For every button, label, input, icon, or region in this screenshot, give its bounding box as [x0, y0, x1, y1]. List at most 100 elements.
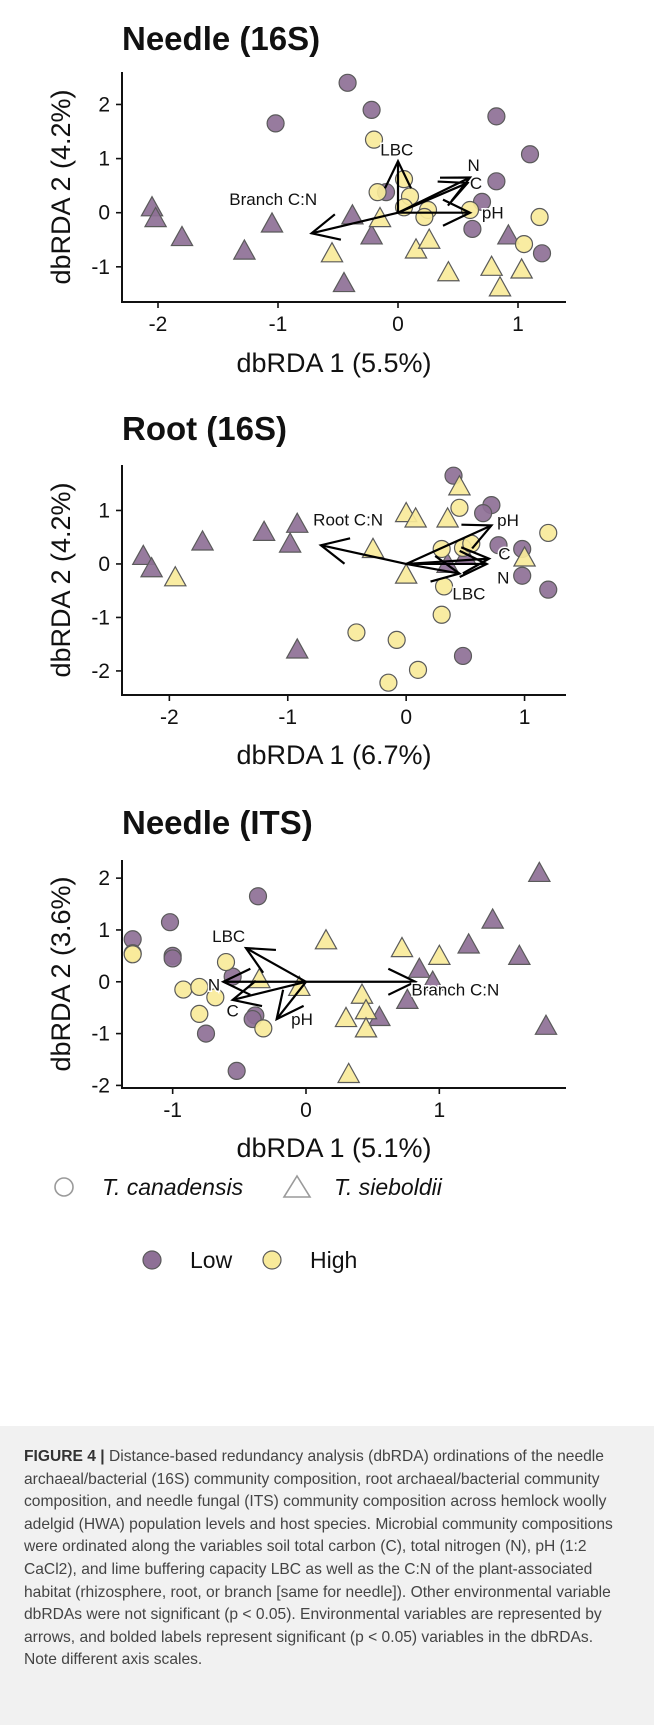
x-tick-label: -1 [163, 1099, 182, 1122]
figure-caption: FIGURE 4 | Distance-based redundancy ana… [0, 1426, 654, 1725]
data-point-circle [227, 1061, 246, 1081]
data-point-circle [248, 887, 268, 906]
data-point-circle [368, 183, 387, 202]
vector-arrowhead [383, 158, 413, 189]
vector-arrowhead [230, 979, 263, 1008]
y-tick-label: -2 [91, 1074, 110, 1097]
vector-arrowhead [430, 555, 462, 583]
data-point-circle [190, 977, 209, 997]
vector-arrowhead [459, 549, 490, 578]
data-point-triangle [232, 238, 257, 260]
data-point-circle [489, 536, 508, 555]
data-point-circle [206, 988, 225, 1007]
legend-label-high: High [310, 1247, 357, 1273]
data-point-triangle [534, 1013, 558, 1035]
x-tick-label: 1 [519, 706, 531, 729]
data-point-circle [453, 646, 473, 666]
data-point-triangle [507, 944, 531, 965]
vector-arrow [232, 980, 307, 1001]
data-point-circle [432, 605, 451, 624]
data-point-circle [520, 145, 540, 164]
data-point-circle [338, 73, 357, 92]
y-tick-label: -1 [91, 256, 110, 279]
vector-arrowhead [461, 523, 494, 550]
data-point-circle [196, 1024, 216, 1043]
data-point-triangle [285, 511, 309, 533]
x-tick-label: 1 [512, 313, 524, 336]
data-point-triangle [285, 637, 309, 659]
legend-high-swatch [262, 1250, 282, 1270]
vector-label: C [227, 1001, 239, 1020]
data-point-circle [379, 673, 398, 692]
x-tick-label: -2 [149, 313, 168, 336]
y-tick-label: 2 [98, 867, 110, 890]
data-point-triangle [436, 260, 461, 282]
caption-text: Distance-based redundancy analysis (dbRD… [24, 1448, 613, 1669]
y-tick-label: -1 [91, 1023, 110, 1046]
data-point-circle [450, 498, 469, 517]
data-point-triangle [407, 956, 431, 978]
vector-label: N [467, 156, 479, 175]
data-point-circle [347, 623, 366, 642]
data-point-triangle [354, 1016, 378, 1038]
plot-panel-3: Needle (ITS) -1 0 1 -2 -1 0 1 2 dbRDA 1 (5.1%) dbR… [46, 804, 566, 1163]
data-point-triangle [314, 928, 338, 950]
data-point-circle [408, 660, 428, 679]
x-tick-label: -2 [160, 706, 179, 729]
y-tick-label: 0 [98, 553, 110, 576]
data-point-triangle [403, 506, 428, 528]
data-point-circle [474, 504, 493, 523]
data-point-triangle [139, 556, 164, 578]
caption-label: FIGURE 4 | [24, 1448, 105, 1465]
y-tick-label: 0 [98, 971, 110, 994]
vector-arrowhead [442, 198, 473, 227]
x-tick-label: 1 [433, 1099, 445, 1122]
data-point-triangle [512, 545, 537, 567]
data-point-circle [163, 949, 182, 968]
y-tick-label: 2 [98, 93, 110, 116]
data-point-triangle [527, 861, 551, 883]
vector-label: Branch C:N [229, 190, 317, 209]
data-point-triangle [488, 275, 512, 297]
data-point-circle [216, 952, 236, 972]
data-point-circle [362, 100, 381, 119]
data-point-triangle [435, 506, 460, 528]
data-point-circle [539, 523, 558, 543]
x-axis-label: dbRDA 1 (6.7%) [236, 740, 431, 770]
vector-label: C [498, 544, 510, 563]
vector-label: C [470, 174, 482, 193]
vector-label: LBC [212, 927, 245, 946]
data-point-triangle [359, 223, 384, 245]
chart-title: Needle (ITS) [122, 804, 313, 841]
data-point-triangle [143, 206, 168, 228]
data-point-circle [532, 244, 552, 263]
vector-arrowhead [309, 213, 342, 241]
data-point-triangle [252, 519, 276, 541]
chart-title: Needle (16S) [122, 20, 320, 57]
vector-arrow [311, 211, 399, 235]
data-point-triangle [457, 932, 481, 954]
vector-arrow [405, 562, 460, 575]
vector-arrowhead [243, 946, 277, 974]
dbrda-figure: Needle (16S) -2 -1 0 1 -1 0 1 2 dbRDA 1 (5.5%) dbR… [46, 20, 566, 1273]
vector-arrow [397, 181, 469, 214]
data-point-circle [514, 234, 534, 254]
data-point-circle [387, 630, 406, 650]
data-point-triangle [395, 988, 419, 1010]
data-point-triangle [394, 562, 418, 584]
data-point-triangle [350, 982, 374, 1004]
vector-label: Root C:N [313, 511, 383, 530]
y-axis-label: dbRDA 2 (4.2%) [46, 89, 76, 284]
y-axis-label: dbRDA 2 (4.2%) [46, 482, 76, 677]
vector-label: Branch C:N [411, 981, 499, 1000]
data-point-triangle [260, 211, 284, 233]
data-point-triangle [417, 227, 441, 249]
data-point-triangle [427, 944, 451, 965]
vector-arrowhead [437, 180, 470, 207]
data-point-circle [266, 114, 285, 133]
plot-panel-2: Root (16S) -2 -1 0 1 -2 -1 0 1 dbRDA 1 (6.7%) dbRD… [46, 410, 566, 770]
data-point-circle [463, 219, 482, 239]
legend-circle-icon [54, 1177, 74, 1197]
data-point-triangle [320, 241, 344, 263]
